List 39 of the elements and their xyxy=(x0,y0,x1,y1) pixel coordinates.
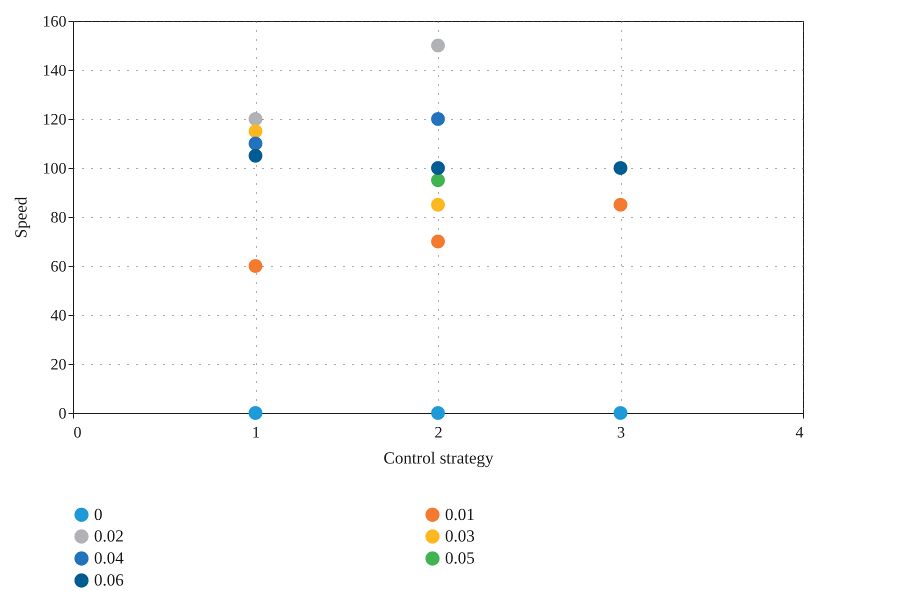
x-tick-label: 4 xyxy=(796,424,804,442)
y-axis-title: Speed xyxy=(12,196,30,238)
x-tick-label: 1 xyxy=(252,424,260,442)
point xyxy=(431,406,445,420)
x-tick-label: 2 xyxy=(434,424,442,442)
point xyxy=(614,198,628,212)
point xyxy=(431,173,445,188)
legend-label: 0.04 xyxy=(94,548,124,568)
y-tick-label: 40 xyxy=(50,308,66,324)
point xyxy=(248,148,262,163)
legend-label: 0.02 xyxy=(94,526,124,546)
x-tick-label: 3 xyxy=(617,424,625,442)
point xyxy=(431,38,445,52)
legend-label: 0.03 xyxy=(445,526,475,546)
y-tick-label: 80 xyxy=(50,210,66,226)
point xyxy=(248,259,262,273)
y-tick-label: 120 xyxy=(42,112,66,128)
point xyxy=(614,161,628,175)
legend-label: 0.06 xyxy=(94,570,124,590)
point xyxy=(248,136,262,150)
point xyxy=(431,161,445,175)
point xyxy=(614,406,628,420)
point xyxy=(431,112,445,126)
y-tick-label: 100 xyxy=(42,160,66,178)
y-tick-label: 160 xyxy=(42,14,66,30)
point xyxy=(431,234,445,248)
y-tick-label: 20 xyxy=(50,356,66,374)
legend-label: 0 xyxy=(94,504,102,524)
y-tick-label: 60 xyxy=(50,258,66,276)
point xyxy=(248,406,262,420)
point xyxy=(248,124,262,138)
x-tick-label: 0 xyxy=(74,424,82,442)
point xyxy=(431,198,445,212)
legend-label: 0.05 xyxy=(445,548,475,568)
x-axis-title: Control strategy xyxy=(383,448,494,468)
legend-label: 0.01 xyxy=(445,504,475,524)
point xyxy=(248,112,262,126)
y-tick-label: 140 xyxy=(42,62,66,80)
y-tick-label: 0 xyxy=(58,406,66,422)
